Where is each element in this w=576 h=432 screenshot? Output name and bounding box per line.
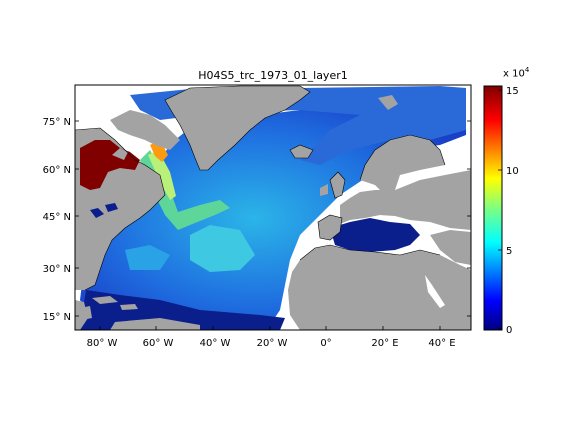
colorbar [483, 85, 503, 331]
lat-label-75n: 75° N [43, 117, 71, 128]
map-area [75, 85, 471, 330]
colorbar-tick-marks [498, 89, 502, 330]
colorbar-multiplier: x 104 [503, 66, 530, 80]
lon-label-20e: 20° E [371, 338, 398, 349]
lon-label-0: 0° [320, 338, 331, 349]
lat-tick-marks [75, 120, 471, 317]
colorbar-label-5: 5 [506, 246, 512, 257]
colorbar-label-0: 0 [506, 325, 512, 336]
colorbar-label-15: 15 [506, 86, 519, 97]
lat-label-30n: 30° N [43, 264, 71, 275]
lon-label-40e: 40° E [428, 338, 455, 349]
lon-tick-marks [99, 326, 441, 330]
lon-label-40w: 40° W [200, 338, 231, 349]
lon-label-20w: 20° W [257, 338, 288, 349]
lat-label-15n: 15° N [43, 312, 71, 323]
map-frame [74, 84, 472, 331]
lat-label-45n: 45° N [43, 212, 71, 223]
lat-label-60n: 60° N [43, 165, 71, 176]
map-title: H04S5_trc_1973_01_layer1 [198, 69, 348, 82]
lon-label-80w: 80° W [87, 338, 118, 349]
lon-label-60w: 60° W [143, 338, 174, 349]
colorbar-label-10: 10 [506, 166, 519, 177]
